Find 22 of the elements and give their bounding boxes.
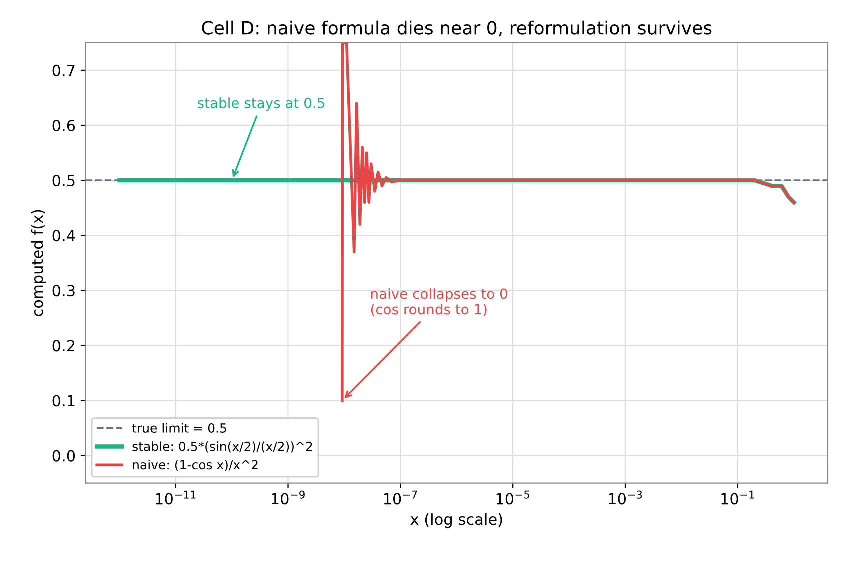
y-tick-label: 0.2 [52, 340, 75, 352]
annotation: stable stays at 0.5 [198, 98, 324, 112]
y-tick-label: 0.6 [52, 120, 76, 132]
y-tick-label: 0.3 [52, 285, 75, 297]
y-tick-label: 0.5 [52, 175, 75, 187]
legend-label: naive: (1-cos x)/x^2 [133, 460, 258, 472]
x-axis-title: x (log scale) [410, 513, 502, 528]
x-tick-label: 10$^{−11}$ [156, 490, 196, 505]
x-tick-label: 10$^{−1}$ [722, 490, 754, 505]
legend-label: stable: 0.5*(sin(x/2)/(x/2))^2 [132, 442, 312, 453]
x-tick-label: 10$^{−9}$ [272, 490, 305, 505]
annotation: naive collapses to 0 (cos rounds to 1) [371, 288, 508, 316]
y-tick-label: 0.0 [52, 450, 76, 462]
x-tick-label: 10$^{−5}$ [496, 490, 530, 505]
x-tick-label: 10$^{−3}$ [609, 490, 642, 505]
y-tick-label: 0.4 [52, 230, 76, 242]
legend-label: true limit = 0.5 [132, 423, 226, 433]
y-axis-title: computed f(x) [31, 210, 46, 316]
chart-title: Cell D: naive formula dies near 0, reformulation survives [202, 20, 712, 37]
y-tick-label: 0.1 [52, 395, 75, 407]
x-tick-label: 10$^{−7}$ [384, 490, 418, 505]
y-tick-label: 0.7 [52, 64, 75, 76]
